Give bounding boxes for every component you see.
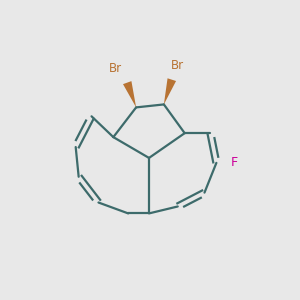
Text: Br: Br <box>171 59 184 72</box>
Text: F: F <box>231 156 239 170</box>
Polygon shape <box>123 81 136 107</box>
Text: Br: Br <box>109 62 122 75</box>
Polygon shape <box>164 78 176 104</box>
